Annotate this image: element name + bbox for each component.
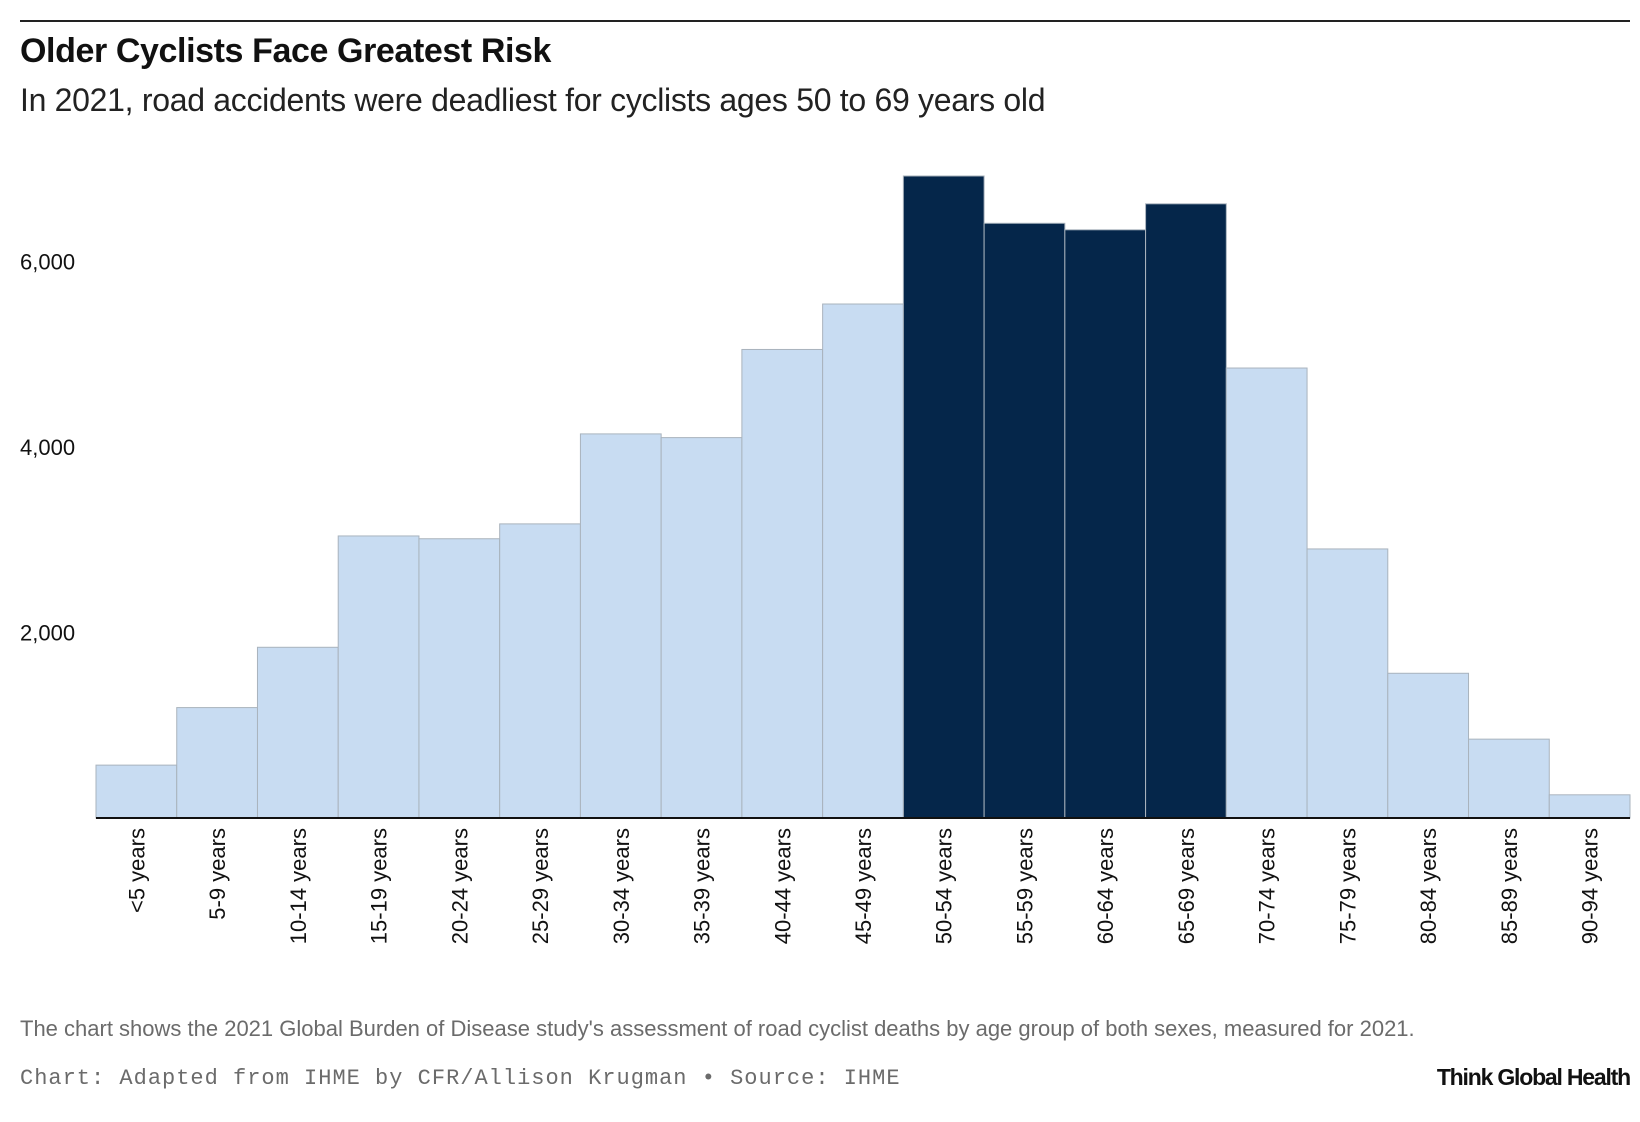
bar-9 (741, 348, 824, 819)
x-tick-label: 75-79 years (1335, 828, 1360, 944)
x-tick-label: 30-34 years (609, 828, 634, 944)
bar-3 (256, 646, 339, 819)
x-tick-label: 90-94 years (1578, 828, 1603, 944)
chart-note: The chart shows the 2021 Global Burden o… (20, 1016, 1415, 1041)
bar-11 (902, 175, 985, 819)
x-tick-label: 55-59 years (1012, 828, 1037, 944)
bar-4 (337, 535, 420, 819)
x-tick-label: 20-24 years (447, 828, 472, 944)
bar-19 (1548, 794, 1631, 819)
bar-14 (1145, 203, 1227, 819)
bar-8 (660, 437, 743, 819)
x-tick-label: 60-64 years (1093, 828, 1118, 944)
x-tick-label: 80-84 years (1416, 828, 1441, 944)
bar-2 (176, 707, 258, 819)
x-tick-label: 70-74 years (1255, 828, 1280, 944)
x-tick-label: 40-44 years (770, 828, 795, 944)
chart-title: Older Cyclists Face Greatest Risk (20, 32, 552, 70)
bar-16 (1306, 548, 1389, 819)
x-tick-label: 45-49 years (851, 828, 876, 944)
bar-12 (983, 222, 1066, 819)
x-tick-label: <5 years (124, 828, 149, 913)
bars (95, 175, 1631, 819)
x-tick-label: 5-9 years (205, 828, 230, 920)
y-tick-label: 6,000 (20, 249, 75, 274)
top-rule (20, 20, 1630, 22)
chart-subtitle: In 2021, road accidents were deadliest f… (20, 82, 1046, 118)
x-tick-label: 50-54 years (932, 828, 957, 944)
bar-17 (1387, 672, 1470, 819)
x-tick-label: 35-39 years (690, 828, 715, 944)
x-tick-label: 65-69 years (1174, 828, 1199, 944)
x-tick-label: 25-29 years (528, 828, 553, 944)
bar-5 (418, 538, 501, 819)
x-tick-label: 85-89 years (1497, 828, 1522, 944)
bar-15 (1225, 367, 1308, 819)
bar-10 (822, 303, 904, 819)
brand-logo: Think Global Health (1436, 1064, 1631, 1090)
y-axis-ticks: 2,000 4,000 6,000 (20, 249, 75, 645)
x-tick-label: 10-14 years (286, 828, 311, 944)
bar-7 (579, 433, 662, 819)
y-tick-label: 4,000 (20, 435, 75, 460)
bar-6 (499, 523, 581, 819)
y-tick-label: 2,000 (20, 620, 75, 645)
bar-1 (95, 764, 178, 819)
bar-chart: 2,000 4,000 6,000 <5 years 5-9 years 10-14 y… (20, 175, 1631, 944)
x-axis-labels: <5 years 5-9 years 10-14 years 15-19 years 2… (124, 828, 1602, 944)
x-tick-label: 15-19 years (367, 828, 392, 944)
bar-13 (1064, 229, 1147, 819)
bar-18 (1468, 738, 1550, 819)
chart-credit: Chart: Adapted from IHME by CFR/Allison … (20, 1066, 901, 1091)
